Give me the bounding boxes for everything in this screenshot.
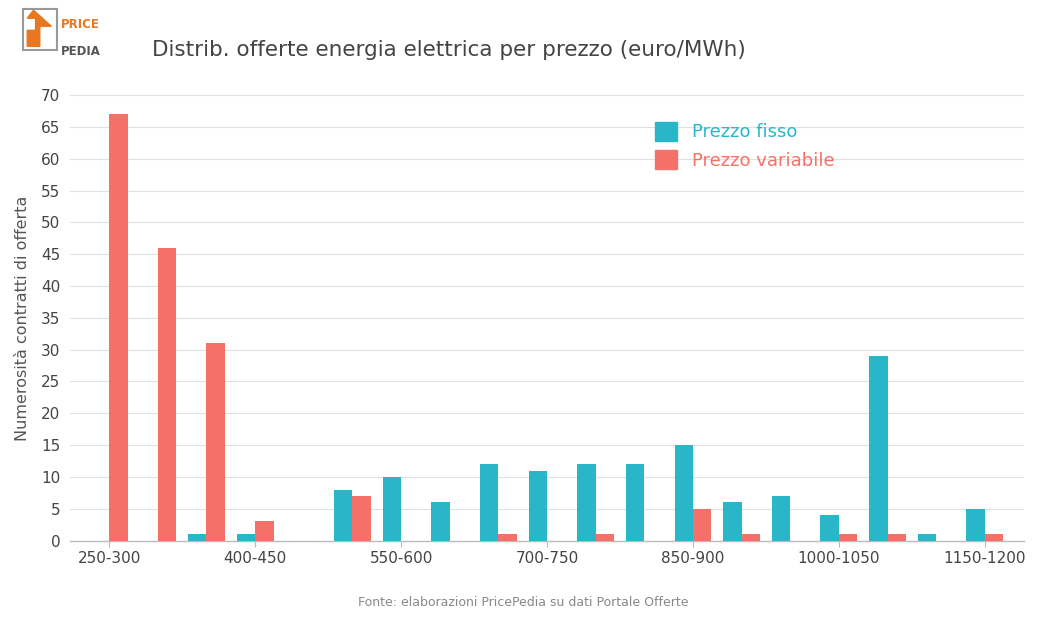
Bar: [821, 515, 839, 541]
Bar: [188, 534, 206, 541]
Bar: [674, 445, 693, 541]
Text: PRICE: PRICE: [61, 18, 99, 32]
Y-axis label: Numerosità contratti di offerta: Numerosità contratti di offerta: [15, 195, 30, 441]
Bar: [529, 470, 547, 541]
Text: Distrib. offerte energia elettrica per prezzo (euro/MWh): Distrib. offerte energia elettrica per p…: [152, 40, 745, 60]
Bar: [888, 534, 906, 541]
Bar: [23, 9, 57, 50]
Bar: [596, 534, 615, 541]
Legend: Prezzo fisso, Prezzo variabile: Prezzo fisso, Prezzo variabile: [646, 113, 843, 179]
Bar: [839, 534, 857, 541]
Bar: [353, 496, 371, 541]
Bar: [693, 509, 712, 541]
Bar: [772, 496, 790, 541]
Bar: [237, 534, 255, 541]
Bar: [431, 502, 450, 541]
Text: Fonte: elaborazioni PricePedia su dati Portale Offerte: Fonte: elaborazioni PricePedia su dati P…: [358, 596, 689, 609]
Bar: [741, 534, 760, 541]
Bar: [869, 356, 888, 541]
Bar: [334, 489, 353, 541]
Bar: [985, 534, 1003, 541]
Bar: [480, 464, 498, 541]
Bar: [498, 534, 517, 541]
Bar: [158, 248, 176, 541]
Bar: [626, 464, 644, 541]
Bar: [918, 534, 936, 541]
Bar: [382, 477, 401, 541]
Bar: [723, 502, 741, 541]
Bar: [577, 464, 596, 541]
Text: PEDIA: PEDIA: [61, 44, 101, 57]
Polygon shape: [27, 10, 51, 46]
Bar: [109, 114, 128, 541]
Bar: [966, 509, 985, 541]
Bar: [206, 343, 225, 541]
Bar: [255, 522, 273, 541]
